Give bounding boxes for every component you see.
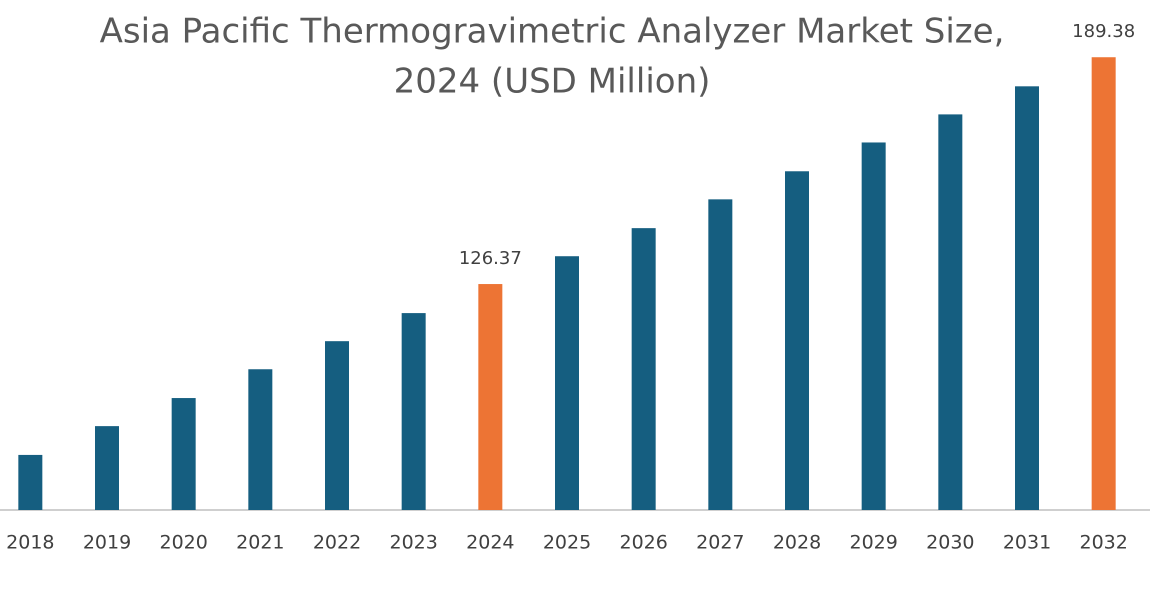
- bar: [248, 369, 273, 510]
- bar: [478, 284, 503, 510]
- x-tick-label: 2027: [696, 532, 744, 554]
- bar: [401, 313, 426, 510]
- x-tick-label: 2024: [466, 532, 514, 554]
- bar: [1091, 57, 1116, 511]
- x-tick-label: 2029: [849, 532, 897, 554]
- bar: [95, 426, 119, 510]
- x-tick-label: 2032: [1079, 532, 1127, 554]
- bar: [1015, 86, 1039, 510]
- x-tick-label: 2026: [619, 532, 667, 554]
- value-label: 189.38: [1072, 21, 1135, 42]
- x-tick-label: 2022: [313, 532, 361, 554]
- x-tick-label: 2028: [773, 532, 821, 554]
- x-tick-label: 2025: [543, 532, 591, 554]
- bar: [785, 171, 809, 511]
- x-tick-label: 2020: [159, 532, 207, 554]
- bar: [325, 341, 349, 510]
- x-tick-label: 2021: [236, 532, 284, 554]
- x-tick-label: 2023: [389, 532, 437, 554]
- bar: [861, 142, 886, 510]
- chart-title: 2024 (USD Million): [394, 62, 711, 102]
- x-tick-label: 2019: [83, 532, 131, 554]
- bar: [631, 228, 656, 511]
- x-tick-label: 2031: [1003, 532, 1051, 554]
- bar: [18, 454, 43, 510]
- bar: [555, 256, 579, 510]
- x-tick-label: 2030: [926, 532, 974, 554]
- x-tick-label: 2018: [6, 532, 54, 554]
- bar: [171, 398, 196, 510]
- bar: [938, 114, 963, 511]
- bar: [708, 199, 733, 510]
- chart-title: Asia Pacific Thermogravimetric Analyzer …: [100, 12, 1005, 52]
- value-label: 126.37: [459, 248, 522, 269]
